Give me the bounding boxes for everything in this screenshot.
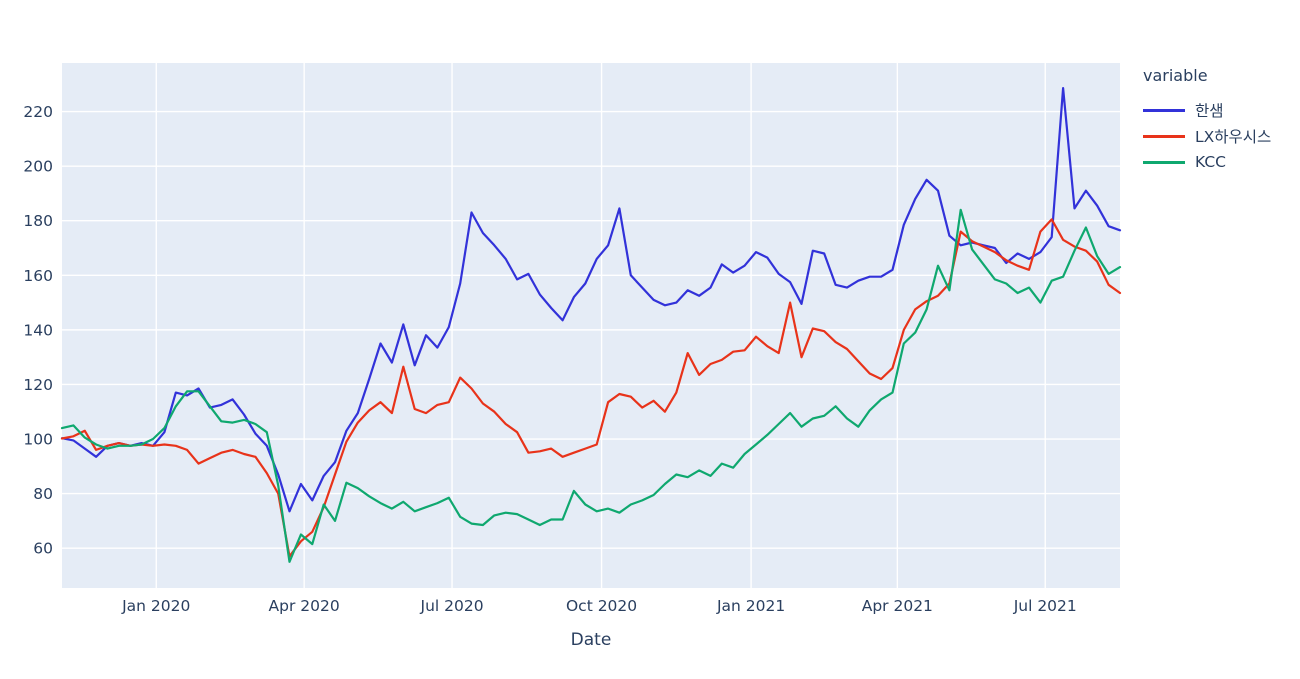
legend-line-swatch (1143, 134, 1185, 138)
y-tick-label: 100 (23, 431, 53, 449)
x-tick-label: Apr 2021 (862, 597, 933, 615)
plot-background[interactable] (62, 63, 1120, 588)
x-tick-label: Jul 2021 (1013, 597, 1077, 615)
y-tick-label: 140 (23, 321, 53, 339)
legend-item-hanssem[interactable]: 한샘 (1143, 97, 1271, 123)
legend-item-label: KCC (1195, 153, 1226, 171)
x-tick-label: Jul 2020 (420, 597, 484, 615)
legend-item-label: 한샘 (1195, 102, 1224, 120)
legend-item-kcc[interactable]: KCC (1143, 149, 1271, 175)
y-tick-label: 160 (23, 267, 53, 285)
y-tick-label: 220 (23, 103, 53, 121)
x-tick-label: Jan 2020 (121, 597, 190, 615)
legend-line-swatch (1143, 160, 1185, 164)
x-tick-label: Oct 2020 (566, 597, 637, 615)
y-tick-label: 180 (23, 212, 53, 230)
x-tick-label: Jan 2021 (716, 597, 785, 615)
series-line-0[interactable] (60, 86, 1122, 513)
series-line-1[interactable] (60, 218, 1122, 558)
legend-item-lx-hausys[interactable]: LX하우시스 (1143, 123, 1271, 149)
series-line-2[interactable] (60, 208, 1122, 563)
x-tick-label: Apr 2020 (269, 597, 340, 615)
y-tick-label: 60 (33, 540, 53, 558)
legend-title: variable (1143, 66, 1208, 85)
y-tick-label: 200 (23, 158, 53, 176)
y-tick-label: 80 (33, 485, 53, 503)
legend-item-label: LX하우시스 (1195, 128, 1272, 146)
legend: variable 한샘 LX하우시스 KCC (1143, 66, 1271, 175)
legend-line-swatch (1143, 108, 1185, 112)
x-axis-title: Date (570, 630, 612, 650)
y-tick-label: 120 (23, 376, 53, 394)
